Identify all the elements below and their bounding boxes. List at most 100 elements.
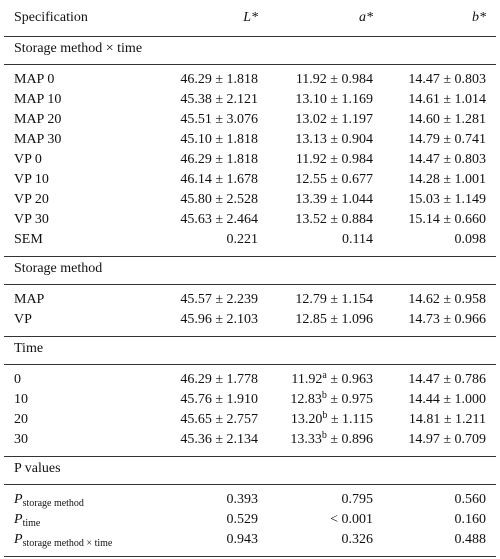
value-cell: 14.73 ± 0.966 xyxy=(408,312,486,327)
rule-line xyxy=(4,36,496,37)
value-cell: 11.92a ± 0.963 xyxy=(291,370,373,388)
cell-main: 13.33 xyxy=(290,432,322,447)
value-cell: 12.85 ± 1.096 xyxy=(295,312,373,327)
value-cell: 14.60 ± 1.281 xyxy=(408,112,486,127)
cell-rest: ± 0.975 xyxy=(326,392,373,407)
cell-main: P xyxy=(14,532,23,547)
value-cell: 14.47 ± 0.803 xyxy=(408,152,486,167)
rule-line xyxy=(4,336,496,337)
value-cell: 15.14 ± 0.660 xyxy=(408,212,486,227)
value-cell: 0.943 xyxy=(226,532,259,547)
row-label: VP xyxy=(14,312,32,327)
value-cell: 45.10 ± 1.818 xyxy=(180,132,258,147)
section-title: P values xyxy=(14,461,61,476)
rule-line xyxy=(4,556,496,557)
value-cell: 45.38 ± 2.121 xyxy=(180,92,258,107)
value-cell: 13.39 ± 1.044 xyxy=(295,192,373,207)
cell-main: P xyxy=(14,512,23,527)
row-label: 20 xyxy=(14,412,28,427)
cell-main: 13.20 xyxy=(290,412,323,427)
rule-line xyxy=(4,284,496,285)
value-cell: 12.55 ± 0.677 xyxy=(295,172,373,187)
superscript: b xyxy=(322,410,328,421)
header-cell: a* xyxy=(359,10,373,25)
value-cell: 45.65 ± 2.757 xyxy=(180,412,258,427)
value-cell: 11.92 ± 0.984 xyxy=(295,72,373,87)
value-cell: 15.03 ± 1.149 xyxy=(408,192,486,207)
row-label: Pstorage method × time xyxy=(14,532,113,549)
row-label: VP 30 xyxy=(14,212,49,227)
value-cell: 13.52 ± 0.884 xyxy=(295,212,373,227)
value-cell: 0.393 xyxy=(226,492,259,507)
value-cell: 13.20b ± 1.115 xyxy=(290,410,373,428)
value-cell: 0.098 xyxy=(454,232,487,247)
cell-rest: ± 0.896 xyxy=(326,432,373,447)
cell-main: P xyxy=(14,492,23,507)
value-cell: 12.79 ± 1.154 xyxy=(295,292,373,307)
row-label: 10 xyxy=(14,392,28,407)
value-cell: 13.33b ± 0.896 xyxy=(290,430,373,448)
value-cell: 13.10 ± 1.169 xyxy=(295,92,373,107)
value-cell: 0.114 xyxy=(342,232,373,247)
row-label: 30 xyxy=(14,432,28,447)
value-cell: 14.62 ± 0.958 xyxy=(408,292,486,307)
value-cell: 46.29 ± 1.778 xyxy=(180,372,258,387)
value-cell: 46.14 ± 1.678 xyxy=(180,172,258,187)
value-cell: < 0.001 xyxy=(330,512,373,527)
value-cell: 14.61 ± 1.014 xyxy=(408,92,486,107)
value-cell: 14.44 ± 1.000 xyxy=(408,392,486,407)
section-title: Storage method xyxy=(14,261,103,276)
value-cell: 12.83b ± 0.975 xyxy=(290,390,373,408)
rule-line xyxy=(4,64,496,65)
row-label: 0 xyxy=(14,372,21,387)
value-cell: 45.36 ± 2.134 xyxy=(180,432,258,447)
value-cell: 0.560 xyxy=(454,492,487,507)
value-cell: 45.76 ± 1.910 xyxy=(180,392,258,407)
value-cell: 14.28 ± 1.001 xyxy=(408,172,486,187)
superscript: b xyxy=(321,430,327,441)
row-label: Ptime xyxy=(14,512,41,529)
row-label: MAP 0 xyxy=(14,72,55,87)
value-cell: 45.57 ± 2.239 xyxy=(180,292,258,307)
value-cell: 14.47 ± 0.786 xyxy=(408,372,486,387)
value-cell: 45.96 ± 2.103 xyxy=(180,312,258,327)
subscript: storage method × time xyxy=(22,538,113,549)
value-cell: 0.326 xyxy=(341,532,374,547)
subscript: storage method xyxy=(22,498,84,509)
rule-line xyxy=(4,256,496,257)
cell-main: 11.92 xyxy=(291,372,323,387)
value-cell: 14.81 ± 1.211 xyxy=(408,412,486,427)
subscript: time xyxy=(22,518,41,529)
value-cell: 0.488 xyxy=(454,532,487,547)
row-label: MAP 10 xyxy=(14,92,62,107)
value-cell: 14.79 ± 0.741 xyxy=(408,132,486,147)
cell-main: 12.83 xyxy=(290,392,322,407)
row-label: Pstorage method xyxy=(14,492,84,509)
value-cell: 45.63 ± 2.464 xyxy=(180,212,258,227)
value-cell: 14.47 ± 0.803 xyxy=(408,72,486,87)
rule-line xyxy=(4,456,496,457)
value-cell: 46.29 ± 1.818 xyxy=(180,152,258,167)
value-cell: 13.13 ± 0.904 xyxy=(295,132,373,147)
value-cell: 0.529 xyxy=(226,512,259,527)
value-cell: 45.80 ± 2.528 xyxy=(180,192,258,207)
header-cell: b* xyxy=(472,10,486,25)
value-cell: 46.29 ± 1.818 xyxy=(180,72,258,87)
superscript: a xyxy=(322,370,327,381)
value-cell: 45.51 ± 3.076 xyxy=(180,112,258,127)
row-label: MAP xyxy=(14,292,45,307)
row-label: VP 20 xyxy=(14,192,49,207)
header-cell: L* xyxy=(243,10,258,25)
cell-rest: ± 0.963 xyxy=(326,372,373,387)
row-label: VP 10 xyxy=(14,172,49,187)
value-cell: 14.97 ± 0.709 xyxy=(408,432,486,447)
value-cell: 11.92 ± 0.984 xyxy=(295,152,373,167)
row-label: VP 0 xyxy=(14,152,42,167)
cell-rest: ± 1.115 xyxy=(327,412,373,427)
superscript: b xyxy=(321,390,327,401)
value-cell: 0.221 xyxy=(226,232,259,247)
row-label: MAP 20 xyxy=(14,112,62,127)
value-cell: 0.160 xyxy=(454,512,487,527)
section-title: Time xyxy=(14,341,44,356)
